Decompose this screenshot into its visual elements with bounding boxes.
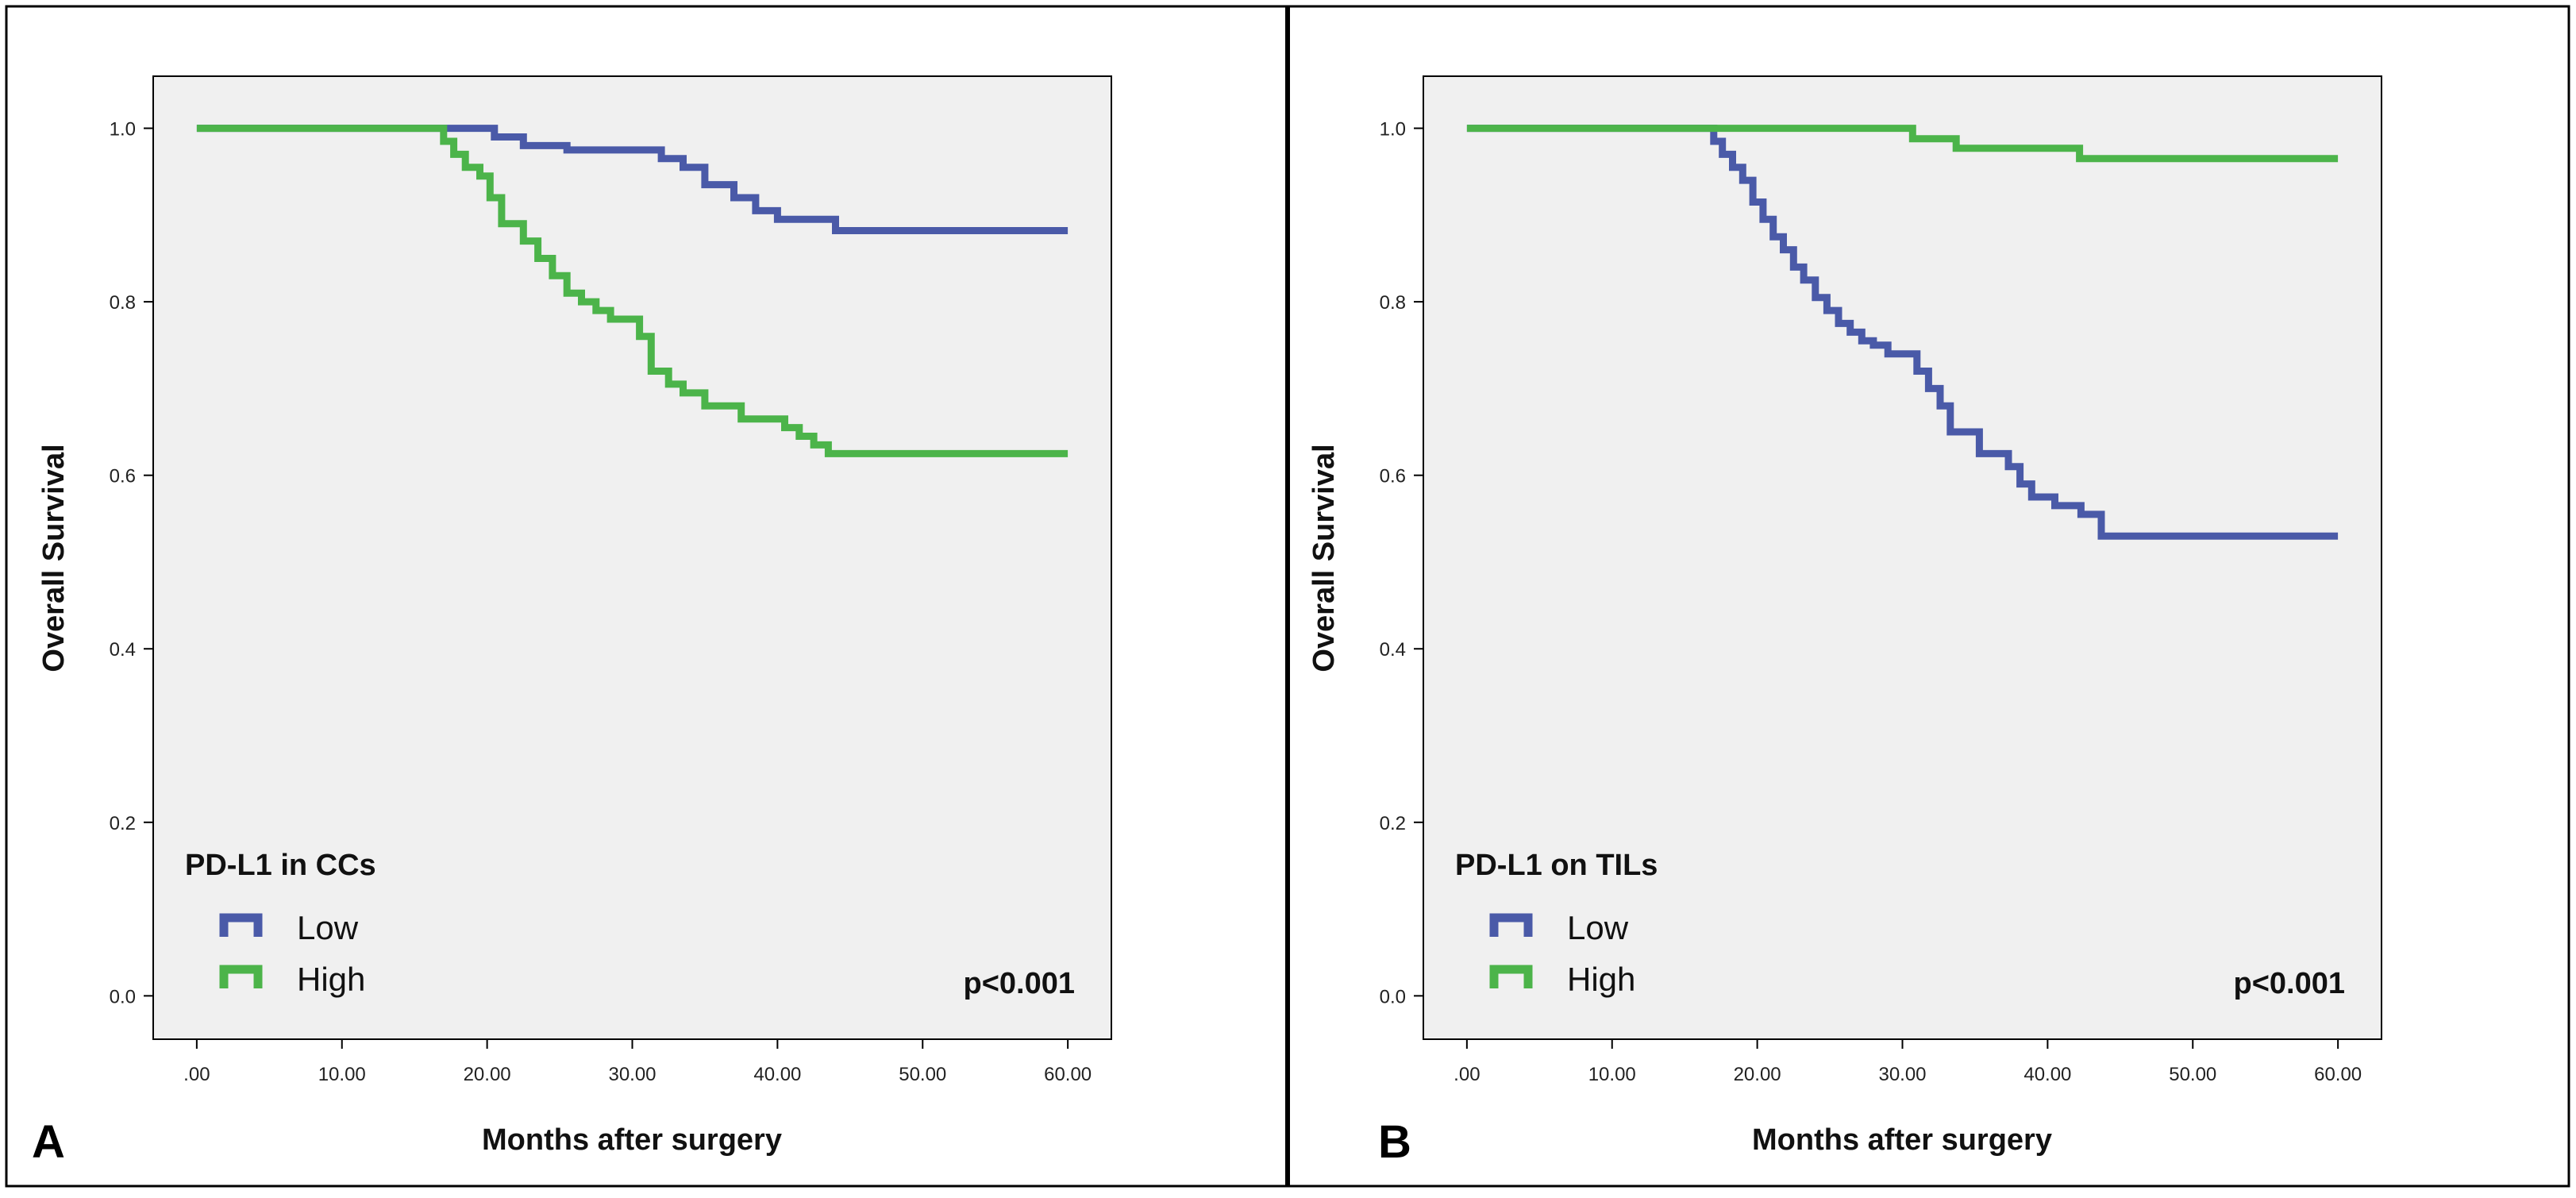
panel-b-p-value: p<0.001 [2234, 967, 2346, 1000]
survival-curve-low [1466, 125, 2339, 540]
x-tick-label: .00 [183, 1064, 210, 1085]
panel-b-series [1466, 125, 2339, 540]
x-tick-label: .00 [1454, 1064, 1480, 1085]
legend-high-swatch [1489, 965, 1533, 988]
panel-b-y-axis-title: Overall Survival [1307, 444, 1341, 672]
y-tick-label: 0.0 [110, 986, 136, 1007]
y-tick-label: 0.2 [1380, 813, 1406, 834]
panel-b-x-axis-title: Months after surgery [1752, 1123, 2052, 1157]
y-tick-label: 1.0 [110, 119, 136, 141]
panel-b-legend-high: High [1489, 961, 1635, 998]
y-tick-label: 0.4 [1380, 639, 1406, 661]
legend-low-label: Low [297, 909, 359, 946]
legend-high-label: High [1567, 961, 1635, 998]
legend-low-swatch [219, 913, 263, 937]
panel-a-x-axis-title: Months after surgery [482, 1123, 782, 1157]
y-tick-label: 0.8 [110, 292, 136, 314]
panel-a-legend-title: PD-L1 in CCs [185, 849, 376, 882]
x-tick-label: 20.00 [1734, 1064, 1781, 1085]
panel-b: .00 10.00 20.00 30.00 40.00 50.00 60.00 0.0 0.2… [1286, 5, 2570, 1188]
panel-b-plot-area [1423, 75, 2382, 1040]
y-tick-label: 0.2 [110, 813, 136, 834]
x-tick-label: 20.00 [464, 1064, 511, 1085]
panel-a-legend-low: Low [219, 909, 359, 946]
y-tick-label: 0.8 [1380, 292, 1406, 314]
panel-a-y-axis-title: Overall Survival [37, 444, 71, 672]
legend-high-label: High [297, 961, 365, 998]
panel-a-plot-area [152, 75, 1112, 1040]
panel-b-legend-title: PD-L1 on TILs [1455, 849, 1658, 882]
y-tick-label: 0.0 [1380, 986, 1406, 1007]
y-tick-label: 0.6 [110, 466, 136, 487]
x-tick-label: 50.00 [2169, 1064, 2216, 1085]
x-tick-label: 60.00 [2314, 1064, 2362, 1085]
survival-curve-high [196, 125, 1069, 457]
x-tick-label: 50.00 [899, 1064, 946, 1085]
panel-a: .00 10.00 20.00 30.00 40.00 50.00 60.00 0.0 0.2… [5, 5, 1289, 1188]
y-tick-label: 1.0 [1380, 119, 1406, 141]
y-tick-label: 0.4 [110, 639, 136, 661]
panel-a-p-value: p<0.001 [964, 967, 1076, 1000]
x-tick-label: 60.00 [1044, 1064, 1092, 1085]
legend-high-swatch [219, 965, 263, 988]
panel-a-series [196, 125, 1069, 457]
panel-a-x-ticks: .00 10.00 20.00 30.00 40.00 50.00 60.00 [183, 1039, 1092, 1085]
legend-low-swatch [1489, 913, 1533, 937]
x-tick-label: 10.00 [318, 1064, 366, 1085]
x-tick-label: 30.00 [608, 1064, 656, 1085]
panel-a-y-ticks: 0.0 0.2 0.4 0.6 0.8 1.0 [110, 119, 153, 1007]
x-tick-label: 40.00 [753, 1064, 801, 1085]
panel-a-legend-high: High [219, 961, 365, 998]
survival-curve-low [196, 125, 1069, 234]
x-tick-label: 40.00 [2023, 1064, 2071, 1085]
panel-b-label: B [1378, 1116, 1411, 1168]
survival-curve-high [1466, 125, 2339, 163]
panel-a-label: A [32, 1116, 65, 1168]
y-tick-label: 0.6 [1380, 466, 1406, 487]
legend-low-label: Low [1567, 909, 1629, 946]
panel-b-legend-low: Low [1489, 909, 1629, 946]
x-tick-label: 30.00 [1878, 1064, 1926, 1085]
panel-b-y-ticks: 0.0 0.2 0.4 0.6 0.8 1.0 [1380, 119, 1423, 1007]
x-tick-label: 10.00 [1588, 1064, 1636, 1085]
panel-b-x-ticks: .00 10.00 20.00 30.00 40.00 50.00 60.00 [1454, 1039, 2362, 1085]
